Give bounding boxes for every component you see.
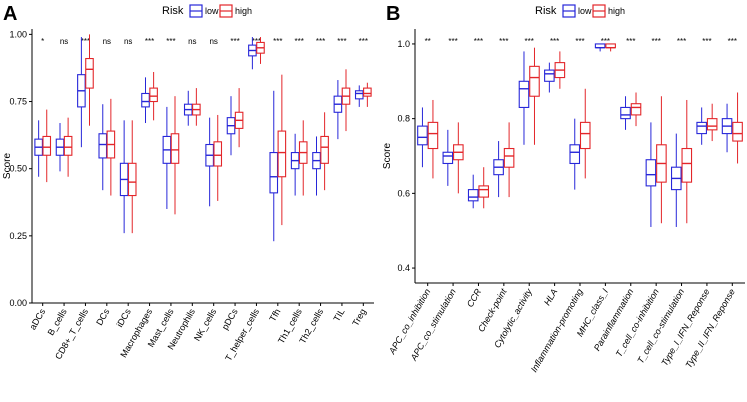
significance-label: * (41, 37, 44, 46)
low-box (141, 92, 150, 108)
significance-label: *** (448, 37, 457, 46)
y-tick-label: 0.25 (9, 231, 27, 241)
significance-label: ns (188, 37, 196, 46)
x-tick-label: T_cell_co-stimulation (635, 287, 686, 365)
low-box (98, 133, 108, 159)
x-tick-label: CCR (465, 287, 484, 309)
significance-label: *** (230, 37, 239, 46)
significance-label: *** (677, 37, 686, 46)
high-box (277, 130, 287, 178)
low-box (620, 106, 631, 120)
panel-b-label: B (386, 3, 400, 25)
low-box (467, 189, 479, 202)
high-box (427, 121, 439, 150)
legend-high-label: high (608, 6, 625, 16)
y-tick-label: 0.4 (397, 263, 410, 273)
panel-b-y-axis-title: Score (382, 143, 393, 170)
significance-label: *** (575, 37, 584, 46)
significance-label: *** (273, 37, 282, 46)
panel-b-legend: Risk low high (535, 4, 625, 18)
significance-label: ns (209, 37, 217, 46)
y-tick-label: 0.6 (397, 188, 410, 198)
y-tick-label: 1.0 (397, 39, 410, 49)
y-tick-label: 0.50 (9, 164, 27, 174)
y-tick-label: 0.00 (9, 298, 27, 308)
panel-a-legend-title: Risk (162, 5, 184, 17)
low-box (417, 125, 428, 146)
significance-label: ns (103, 37, 111, 46)
significance-label: *** (651, 37, 660, 46)
significance-label: *** (550, 37, 559, 46)
significance-label: *** (474, 37, 483, 46)
x-tick-label: aDCs (28, 307, 48, 332)
high-box (42, 135, 52, 156)
x-tick-label: Type_I_IFN_Reponse (659, 287, 711, 368)
low-box (696, 121, 707, 135)
high-box (363, 87, 372, 97)
low-box (544, 69, 555, 82)
x-tick-label: Tfh (267, 307, 282, 323)
significance-label: *** (295, 37, 304, 46)
x-tick-label: TIL (332, 307, 347, 323)
significance-label: *** (81, 37, 90, 46)
high-box (63, 135, 73, 156)
significance-label: ** (425, 37, 431, 46)
significance-label: ns (60, 37, 68, 46)
high-box (630, 103, 642, 116)
low-box (354, 90, 364, 100)
high-box (127, 162, 137, 197)
x-tick-label: B_cells (46, 307, 69, 338)
high-box (579, 121, 591, 150)
high-box (681, 147, 693, 183)
significance-label: *** (702, 37, 711, 46)
x-tick-label: pDCs (220, 307, 240, 332)
significance-label: *** (626, 37, 635, 46)
high-box (213, 141, 223, 167)
high-box (170, 133, 180, 164)
panel-a-label: A (3, 3, 17, 25)
y-tick-label: 0.75 (9, 97, 27, 107)
legend-high-label: high (235, 6, 252, 16)
low-box (645, 159, 657, 187)
panel-b-plot: 0.40.60.81.0 **APC_co_inhibition***APC_co… (386, 29, 745, 374)
high-box (320, 135, 329, 164)
panel-b-legend-title: Risk (535, 5, 557, 17)
x-tick-label: iDCs (115, 307, 134, 329)
low-box (569, 144, 581, 165)
significance-label: *** (252, 37, 261, 46)
legend-low-label: low (578, 6, 592, 16)
y-tick-label: 1.00 (9, 29, 27, 39)
high-box (503, 147, 515, 168)
significance-label: *** (728, 37, 737, 46)
high-box (478, 185, 490, 198)
low-box (269, 152, 279, 194)
significance-label: *** (601, 37, 610, 46)
y-tick-label: 0.8 (397, 114, 410, 124)
high-box (149, 87, 158, 103)
legend-low-label: low (205, 6, 219, 16)
significance-label: *** (359, 37, 368, 46)
panel-a-legend: Risk low high (162, 4, 252, 18)
high-box (732, 121, 743, 142)
significance-label: ns (124, 37, 132, 46)
panel-a-plot: 0.000.250.500.751.00*aDCsnsB_cells***CD8… (9, 29, 374, 363)
low-box (442, 151, 454, 165)
x-tick-label: DCs (94, 307, 112, 328)
x-tick-label: Type_II_IFN_Reponse (683, 287, 737, 370)
high-box (706, 118, 718, 131)
high-box (529, 65, 540, 97)
significance-label: *** (166, 37, 175, 46)
significance-label: *** (337, 37, 346, 46)
low-box (518, 80, 530, 108)
significance-label: *** (316, 37, 325, 46)
x-tick-label: HLA (542, 287, 559, 307)
significance-label: *** (145, 37, 154, 46)
panel-a-y-axis-title: Score (2, 153, 13, 180)
significance-label: *** (499, 37, 508, 46)
x-tick-label: Treg (350, 307, 368, 328)
high-box (85, 57, 94, 89)
x-tick-label: APC_co_stimulation (408, 287, 458, 363)
significance-label: *** (525, 37, 534, 46)
